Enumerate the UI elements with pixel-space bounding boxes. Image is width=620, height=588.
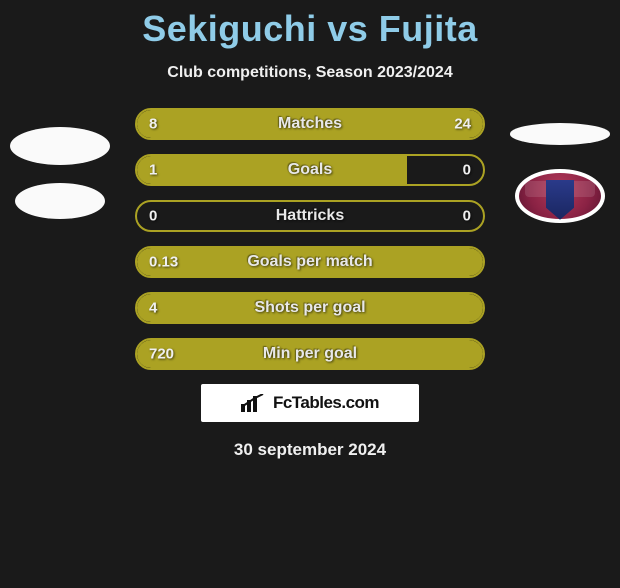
stat-row: Matches8 24 <box>135 108 485 140</box>
stat-row: Goals1 0 <box>135 154 485 186</box>
stat-row: Hattricks0 0 <box>135 200 485 232</box>
stat-label: Shots per goal <box>137 299 483 317</box>
player-right-logo-area <box>510 123 610 223</box>
stat-label: Min per goal <box>137 345 483 363</box>
brand-logo[interactable]: FcTables.com <box>201 384 419 422</box>
placeholder-icon <box>510 123 610 145</box>
stat-label: Goals <box>137 161 483 179</box>
shield-icon <box>546 180 574 220</box>
stat-label: Hattricks <box>137 207 483 225</box>
club-badge-icon <box>515 169 605 223</box>
stat-label: Matches <box>137 115 483 133</box>
subtitle: Club competitions, Season 2023/2024 <box>10 64 610 82</box>
footer-date: 30 september 2024 <box>10 440 610 460</box>
page-title: Sekiguchi vs Fujita <box>10 8 610 50</box>
player-left-logo-area <box>10 123 110 223</box>
stat-value-right: 24 <box>454 116 471 133</box>
stat-value-right: 0 <box>463 162 471 179</box>
placeholder-icon <box>15 183 105 219</box>
stat-row: Shots per goal4 <box>135 292 485 324</box>
stat-value-right: 0 <box>463 208 471 225</box>
stat-value-left: 8 <box>149 116 157 133</box>
stat-value-left: 0 <box>149 208 157 225</box>
placeholder-icon <box>10 127 110 165</box>
stat-value-left: 0.13 <box>149 254 178 271</box>
chart-icon <box>241 394 267 412</box>
stat-row: Min per goal720 <box>135 338 485 370</box>
stats-list: Matches824Goals10Hattricks00Goals per ma… <box>135 108 485 370</box>
brand-text: FcTables.com <box>273 393 379 413</box>
stat-row: Goals per match0.13 <box>135 246 485 278</box>
stat-value-left: 4 <box>149 300 157 317</box>
stat-value-left: 1 <box>149 162 157 179</box>
stat-label: Goals per match <box>137 253 483 271</box>
stat-value-left: 720 <box>149 346 174 363</box>
